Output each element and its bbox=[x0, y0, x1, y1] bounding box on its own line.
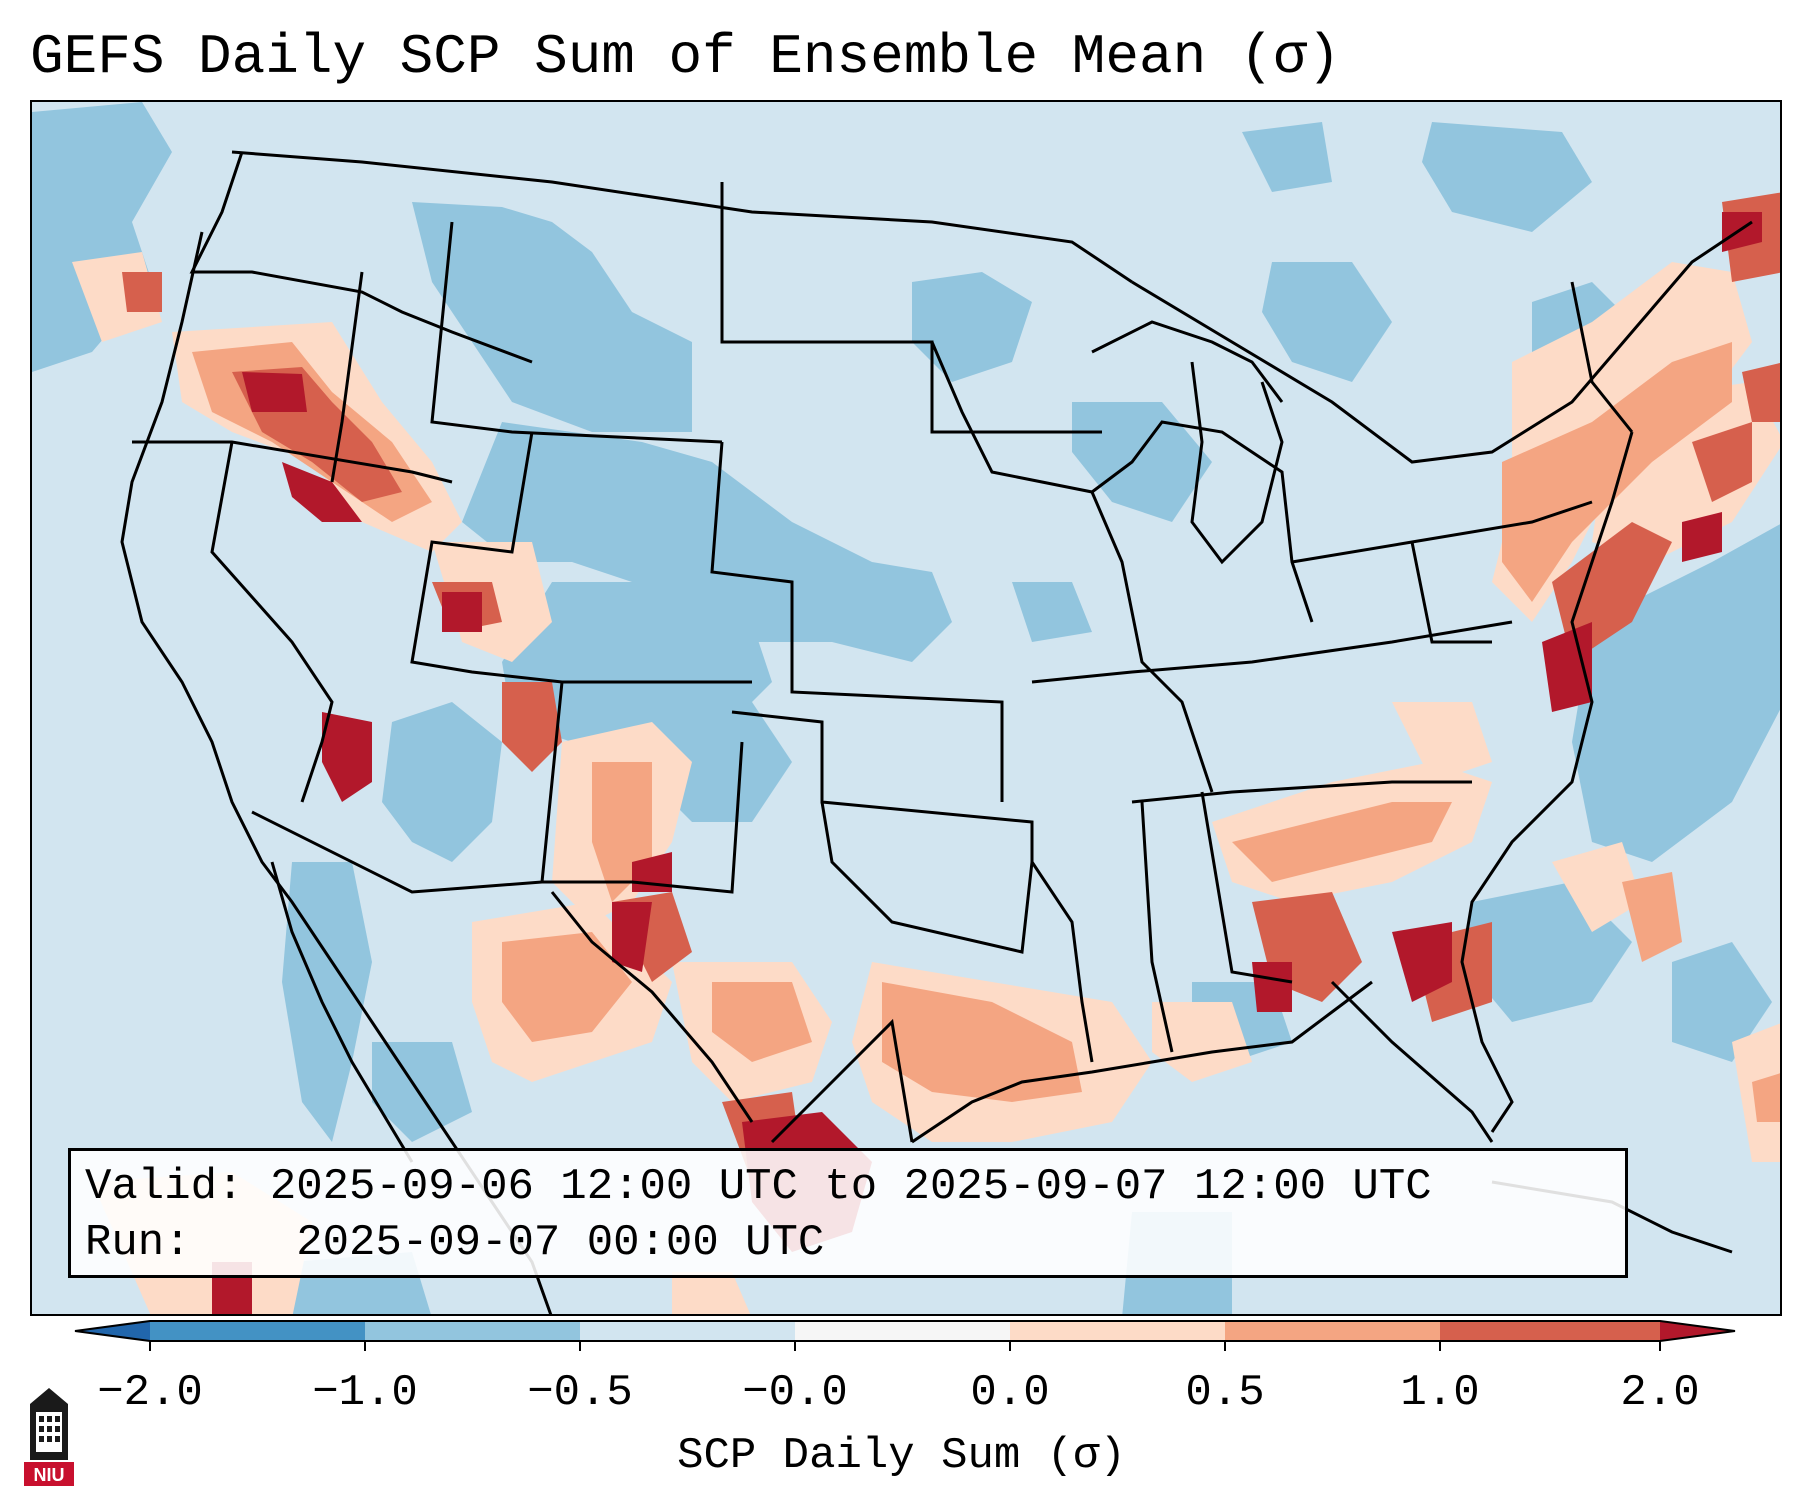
alabama bbox=[1140, 801, 1174, 1053]
texas-coast bbox=[770, 1018, 914, 1144]
or-ca-border bbox=[132, 440, 453, 484]
georgia bbox=[1200, 791, 1293, 984]
colorbar-segment-3 bbox=[795, 1321, 1010, 1341]
lake-michigan bbox=[1190, 361, 1284, 565]
colorbar-tick-label: 1.0 bbox=[1400, 1368, 1480, 1418]
map-canvas bbox=[32, 102, 1780, 1314]
niu-logo-icon: NIU bbox=[24, 1388, 74, 1486]
svg-text:NIU: NIU bbox=[34, 1465, 65, 1485]
canada-border bbox=[231, 150, 1133, 284]
pennsylvania-ny bbox=[1291, 500, 1593, 564]
colorbar bbox=[74, 1320, 1736, 1351]
colorbar-segment-6 bbox=[1440, 1321, 1660, 1341]
colorbar-tick-label: 2.0 bbox=[1620, 1368, 1700, 1418]
northeast-border bbox=[1131, 220, 1753, 464]
colorbar-tick-label: −0.5 bbox=[527, 1368, 633, 1418]
colorbar-segment-1 bbox=[365, 1321, 580, 1341]
colorbar-tick-label: −0.0 bbox=[742, 1368, 848, 1418]
colorbar-extend-high bbox=[1660, 1321, 1735, 1341]
colorbar-segment-2 bbox=[580, 1321, 795, 1341]
boundaries bbox=[120, 150, 1753, 1314]
colorbar-tick-label: −2.0 bbox=[97, 1368, 203, 1418]
nebraska-kansas bbox=[710, 441, 1004, 802]
valid-value: 2025-09-06 12:00 UTC to 2025-09-07 12:00… bbox=[269, 1162, 1432, 1212]
colorbar-tick-label: −1.0 bbox=[312, 1368, 418, 1418]
arizona-south bbox=[251, 810, 543, 894]
colorbar-segment-4 bbox=[1010, 1321, 1225, 1341]
colorbar-extend-low bbox=[75, 1321, 150, 1341]
colorbar-ticks bbox=[149, 1341, 1661, 1351]
colorbar-segment-0 bbox=[150, 1321, 365, 1341]
upper-midwest bbox=[930, 341, 1214, 793]
new-england bbox=[1570, 281, 1634, 433]
run-value: 2025-09-07 00:00 UTC bbox=[296, 1218, 825, 1268]
mississippi bbox=[1030, 861, 1094, 1063]
ohio-east bbox=[1410, 541, 1492, 644]
rio-grande bbox=[550, 891, 754, 1123]
map-title: GEFS Daily SCP Sum of Ensemble Mean (σ) bbox=[30, 25, 1341, 89]
colorbar-label: SCP Daily Sum (σ) bbox=[677, 1431, 1126, 1481]
texas-north bbox=[820, 801, 1034, 954]
idaho-west bbox=[330, 271, 364, 483]
run-label: Run: bbox=[85, 1218, 191, 1268]
lake-superior bbox=[1091, 320, 1284, 403]
map-background bbox=[32, 102, 1780, 1314]
nevada bbox=[210, 441, 334, 803]
forecast-map: Valid: 2025-09-06 12:00 UTC to 2025-09-0… bbox=[30, 100, 1782, 1316]
colorbar-segment-5 bbox=[1225, 1321, 1440, 1341]
atlantic-coastline bbox=[1460, 431, 1634, 1133]
southeast-line bbox=[1131, 780, 1472, 804]
colorbar-tick-label: 0.5 bbox=[1185, 1368, 1265, 1418]
colorbar-tick-label: 0.0 bbox=[970, 1368, 1050, 1418]
baja-coastline bbox=[270, 861, 414, 1163]
gulf-coastline bbox=[911, 980, 1373, 1144]
florida bbox=[1330, 980, 1494, 1143]
negative-anomaly-areas bbox=[32, 102, 1780, 1314]
valid-label: Valid: bbox=[85, 1162, 244, 1212]
validity-info-box: Valid: 2025-09-06 12:00 UTC to 2025-09-0… bbox=[68, 1148, 1628, 1278]
montana-wyoming bbox=[430, 221, 723, 444]
new-mexico bbox=[540, 681, 744, 894]
high-positive-anomaly-areas bbox=[122, 192, 1780, 1182]
oregon-washington bbox=[189, 151, 533, 364]
